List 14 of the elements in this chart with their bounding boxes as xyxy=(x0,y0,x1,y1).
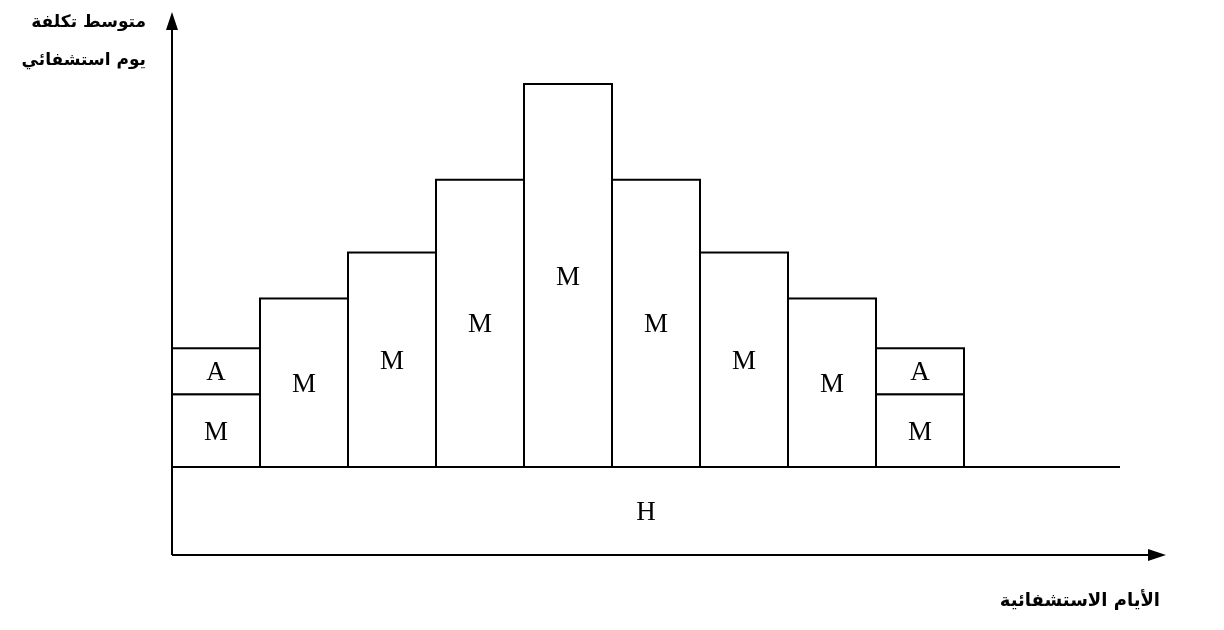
series-label: M xyxy=(732,344,756,375)
series-label: M xyxy=(644,308,668,339)
series-label: A xyxy=(910,356,930,387)
annotation: H xyxy=(636,496,656,526)
series-label: A xyxy=(206,356,226,387)
series-label: M xyxy=(204,415,228,446)
series-label: M xyxy=(908,415,932,446)
y-axis-title: متوسط تكلفة يوم استشفائي xyxy=(20,10,146,72)
series-label: M xyxy=(292,367,316,398)
series-label: M xyxy=(468,308,492,339)
series-label: M xyxy=(820,367,844,398)
annotation: الأيام الاستشفائية xyxy=(999,588,1160,610)
series-label: M xyxy=(556,260,580,291)
series-label: M xyxy=(380,344,404,375)
